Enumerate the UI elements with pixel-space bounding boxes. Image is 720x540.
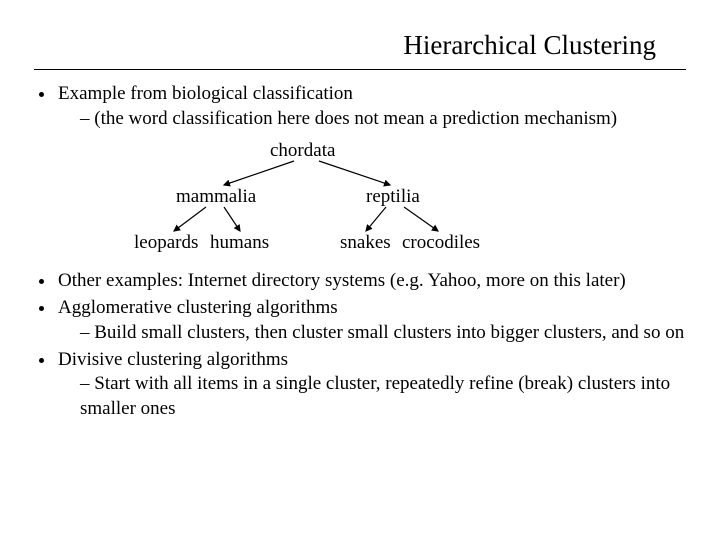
bullet-1-text: Example from biological classification bbox=[58, 83, 353, 104]
bullet-4-sub: Start with all items in a single cluster… bbox=[58, 372, 686, 421]
bullet-1-sub: (the word classification here does not m… bbox=[58, 107, 686, 132]
tree-diagram: chordata mammalia reptilia leopards huma… bbox=[34, 139, 686, 257]
bullet-1-sub-1: (the word classification here does not m… bbox=[80, 107, 686, 132]
bullet-4-sub-1: Start with all items in a single cluster… bbox=[80, 372, 686, 421]
bullet-4: Divisive clustering algorithms Start wit… bbox=[56, 348, 686, 422]
bullet-3-text: Agglomerative clustering algorithms bbox=[58, 297, 338, 318]
bullet-list: Example from biological classification (… bbox=[34, 82, 686, 131]
bullet-list-2: Other examples: Internet directory syste… bbox=[34, 269, 686, 421]
tree-right: reptilia bbox=[366, 185, 420, 210]
bullet-1: Example from biological classification (… bbox=[56, 82, 686, 131]
tree-rl: snakes bbox=[340, 231, 391, 256]
bullet-3-sub: Build small clusters, then cluster small… bbox=[58, 321, 686, 346]
page-title: Hierarchical Clustering bbox=[34, 28, 686, 70]
bullet-4-text: Divisive clustering algorithms bbox=[58, 349, 288, 370]
tree-ll: leopards bbox=[134, 231, 198, 256]
tree-rr: crocodiles bbox=[402, 231, 480, 256]
bullet-3: Agglomerative clustering algorithms Buil… bbox=[56, 296, 686, 345]
tree-root: chordata bbox=[270, 139, 335, 164]
tree-lr: humans bbox=[210, 231, 269, 256]
tree-left: mammalia bbox=[176, 185, 256, 210]
bullet-2: Other examples: Internet directory syste… bbox=[56, 269, 686, 294]
bullet-3-sub-1: Build small clusters, then cluster small… bbox=[80, 321, 686, 346]
